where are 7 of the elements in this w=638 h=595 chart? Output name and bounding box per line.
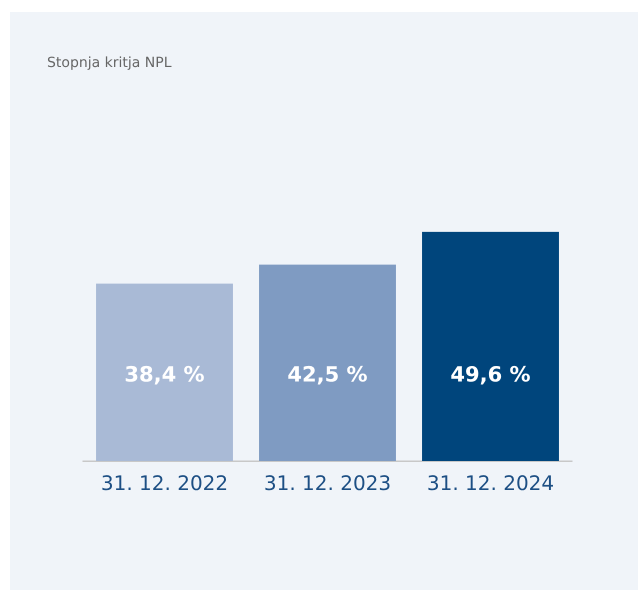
x-tick-label: 31. 12. 2024 [426,471,554,496]
chart-title: Stopnja kritja NPL [47,55,172,71]
data-label: 42,5 % [287,362,368,386]
x-tick-label: 31. 12. 2023 [264,471,392,496]
x-tick-label: 31. 12. 2022 [100,471,228,496]
data-label: 38,4 % [124,362,205,386]
data-label: 49,6 % [450,362,531,386]
